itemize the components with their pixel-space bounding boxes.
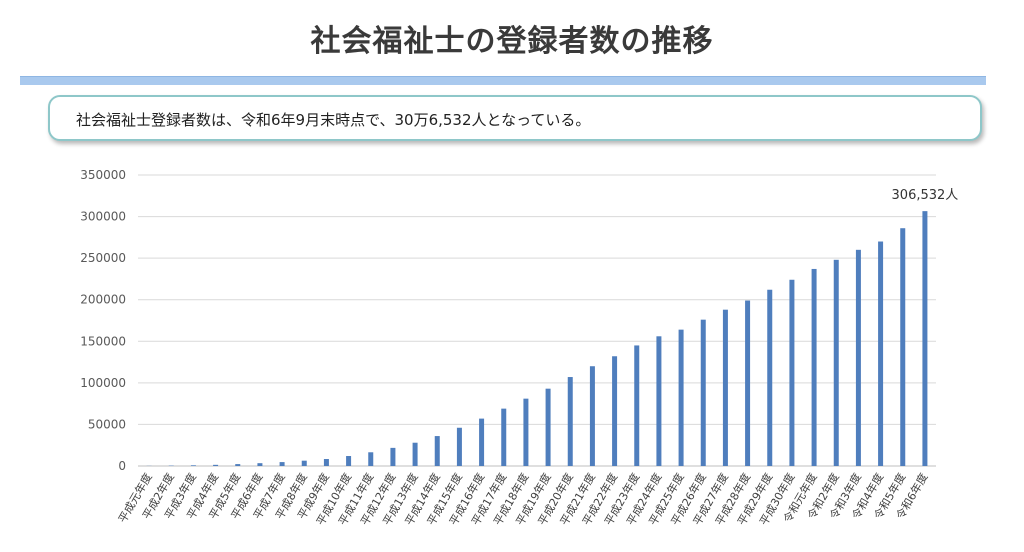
bar (213, 464, 219, 466)
bar (612, 356, 618, 466)
bar (456, 427, 462, 466)
y-tick-label: 350000 (80, 168, 126, 182)
bar (346, 456, 352, 466)
data-label: 306,532人 (892, 188, 959, 203)
bar (745, 300, 751, 466)
bar (523, 398, 529, 466)
bar (700, 319, 706, 466)
bar (390, 447, 396, 466)
bar (634, 345, 640, 466)
y-tick-label: 50000 (88, 417, 126, 431)
y-tick-label: 0 (118, 459, 126, 473)
y-tick-label: 200000 (80, 293, 126, 307)
bar (922, 211, 928, 466)
bar (678, 329, 684, 466)
data-labels: 306,532人 (892, 188, 959, 203)
bar (501, 408, 507, 466)
bar (722, 309, 728, 466)
title-underline (20, 76, 986, 85)
y-tick-label: 150000 (80, 334, 126, 348)
bar (412, 442, 418, 466)
bar (589, 366, 595, 466)
bars (146, 211, 928, 466)
bar (900, 228, 906, 466)
page-title: 社会福祉士の登録者数の推移 (310, 24, 714, 59)
y-axis-ticks: 350000 300000 250000 200000 150000 100000 5000… (80, 168, 126, 473)
bar (279, 462, 285, 466)
bar (767, 289, 773, 466)
y-tick-label: 250000 (80, 251, 126, 265)
bar (190, 465, 196, 466)
bar (434, 436, 440, 466)
gridlines (138, 174, 936, 467)
bar (811, 268, 817, 466)
bar (789, 279, 795, 466)
y-tick-label: 300000 (80, 210, 126, 224)
summary-text: 社会福祉士登録者数は、令和6年9月末時点で、30万6,532人となっている。 (76, 111, 591, 129)
bar (257, 463, 263, 466)
bar (878, 241, 884, 466)
bar (301, 460, 307, 466)
bar (235, 464, 241, 466)
bar (545, 388, 551, 466)
summary-callout: 社会福祉士登録者数は、令和6年9月末時点で、30万6,532人となっている。 (48, 95, 982, 141)
bar (656, 336, 662, 466)
bar (855, 249, 861, 466)
bar (479, 418, 485, 466)
bar (567, 377, 573, 466)
bar (323, 459, 329, 466)
bar (368, 452, 374, 466)
bar (833, 259, 839, 466)
x-axis-ticks: 平成元年度平成2年度平成3年度平成4年度平成5年度平成6年度平成7年度平成8年度… (115, 470, 930, 527)
y-tick-label: 100000 (80, 376, 126, 390)
